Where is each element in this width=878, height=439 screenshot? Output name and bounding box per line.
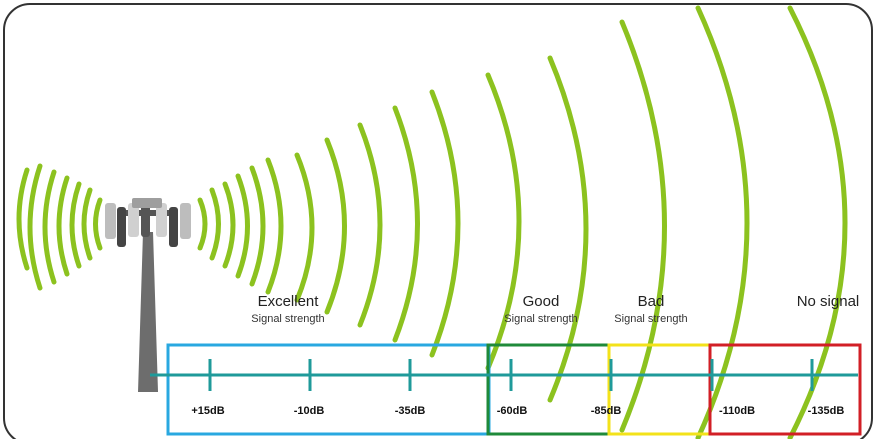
- zone-subtitle-excellent: Signal strength: [251, 313, 324, 325]
- wave-arc-right: [209, 187, 221, 261]
- zone-boxes: [166, 343, 862, 436]
- zone-title-good: Good: [523, 293, 560, 310]
- tick-label: -135dB: [808, 405, 845, 417]
- wave-arc-left: [27, 163, 43, 291]
- wave-arc-right: [429, 89, 461, 358]
- zone-box-no-signal: [708, 343, 862, 436]
- wave-arc-left: [93, 197, 103, 251]
- wave-arc-right: [357, 122, 383, 328]
- wave-arc-right: [547, 55, 589, 403]
- tick-label: -110dB: [719, 405, 755, 417]
- wave-arc-right: [265, 157, 284, 295]
- wave-arc-left: [16, 167, 30, 271]
- tick-label: -60dB: [497, 405, 528, 417]
- cell-tower-icon: [105, 198, 191, 392]
- wave-arc-right: [249, 165, 266, 287]
- wave-arc-right: [324, 137, 347, 315]
- wave-arc-right: [294, 152, 315, 303]
- tick-label: -35dB: [395, 405, 426, 417]
- wave-arc-left: [42, 169, 57, 285]
- wave-arc-right: [787, 5, 848, 439]
- wave-arc-left: [69, 181, 82, 269]
- scale-ticks: [208, 359, 814, 391]
- zone-labels: Excellent Signal strength Good Signal st…: [251, 293, 859, 325]
- wave-arc-right: [485, 72, 522, 371]
- zone-title-no-signal: No signal: [797, 293, 860, 310]
- tick-label: -10dB: [294, 405, 325, 417]
- wave-arc-right: [197, 197, 208, 251]
- wave-arc-right: [222, 181, 236, 269]
- wave-arc-left: [56, 175, 70, 277]
- scale-tick-labels: +15dB -10dB -35dB -60dB -85dB -110dB -13…: [191, 405, 844, 417]
- wave-arc-right: [235, 173, 250, 279]
- tick-label: +15dB: [191, 405, 224, 417]
- zone-title-bad: Bad: [638, 293, 665, 310]
- tick-label: -85dB: [591, 405, 622, 417]
- zone-title-excellent: Excellent: [258, 293, 320, 310]
- wave-arc-right: [392, 105, 420, 343]
- zone-subtitle-bad: Signal strength: [614, 313, 687, 325]
- radio-waves: [16, 5, 848, 439]
- wave-arc-right: [695, 5, 750, 439]
- wave-arc-left: [81, 187, 93, 261]
- zone-subtitle-good: Signal strength: [504, 313, 577, 325]
